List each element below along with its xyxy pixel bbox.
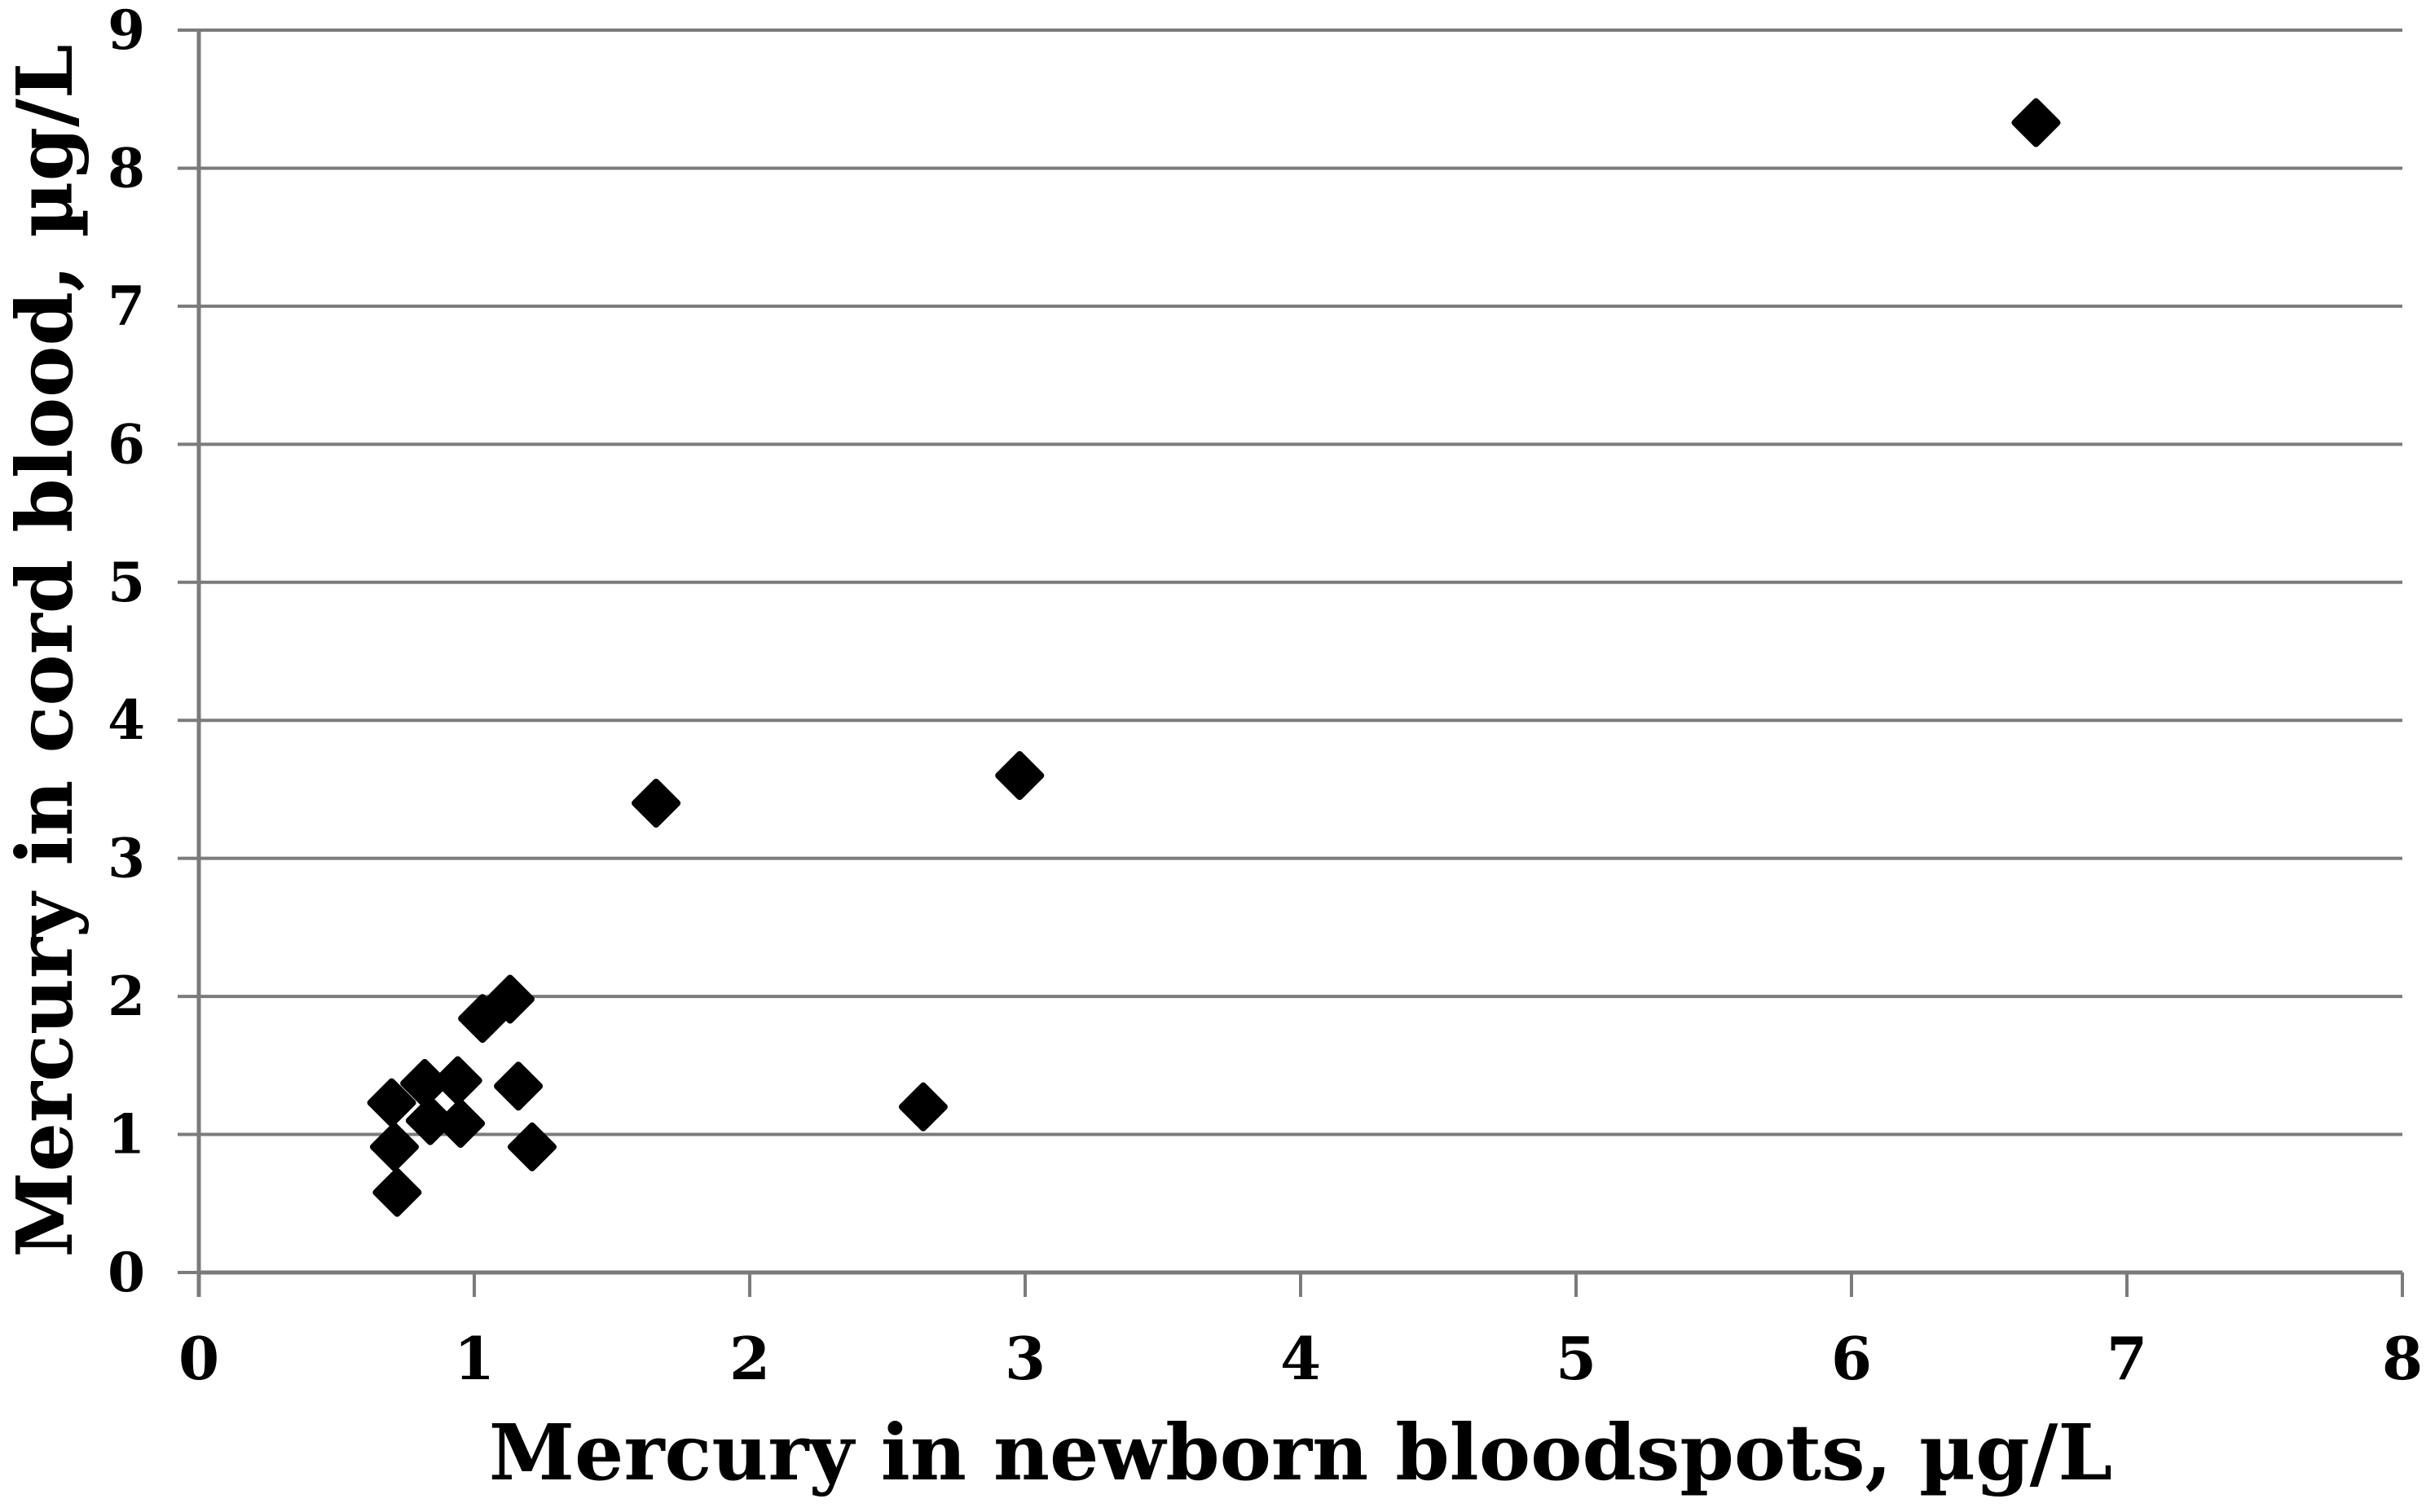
gridlines-layer [199,29,2402,1136]
y-tick-label-1: 1 [108,1103,145,1167]
x-tick-label-5: 5 [1556,1324,1596,1393]
data-point-5 [433,1056,482,1105]
data-point-4 [405,1096,455,1145]
data-point-8 [485,974,535,1024]
data-points-layer [367,98,2061,1217]
data-point-6 [436,1099,486,1148]
data-point-9 [494,1061,544,1111]
x-tick-label-8: 8 [2382,1324,2423,1393]
y-tick-label-8: 8 [108,136,145,200]
data-point-10 [507,1122,557,1171]
x-tick-label-3: 3 [1005,1324,1046,1393]
data-point-13 [995,751,1045,800]
y-tick-label-2: 2 [108,965,145,1028]
x-tick-label-0: 0 [178,1324,219,1393]
x-tick-label-4: 4 [1280,1324,1321,1393]
x-tick-label-6: 6 [1831,1324,1872,1393]
data-point-12 [898,1082,948,1132]
y-tick-label-0: 0 [108,1241,145,1304]
tick-labels-layer: 0 1 2 3 4 5 6 7 8 9 0 1 2 3 4 5 6 7 8 [108,0,2423,1393]
x-tick-label-2: 2 [729,1324,770,1393]
y-tick-label-3: 3 [108,827,145,890]
data-point-1 [369,1122,419,1171]
y-tick-label-7: 7 [108,275,145,338]
data-point-2 [372,1167,422,1217]
x-tick-label-1: 1 [454,1324,495,1393]
y-tick-label-6: 6 [108,412,145,476]
y-tick-label-9: 9 [108,0,145,62]
y-axis-title: Mercury in cord blood, µg/L [0,44,90,1257]
y-tick-label-4: 4 [108,688,145,752]
x-tick-label-7: 7 [2107,1324,2147,1393]
data-point-14 [2011,98,2061,147]
x-axis-title: Mercury in newborn bloodspots, µg/L [489,1408,2112,1498]
axes-layer [178,29,2404,1297]
data-point-11 [632,778,681,828]
y-tick-label-5: 5 [108,551,145,614]
